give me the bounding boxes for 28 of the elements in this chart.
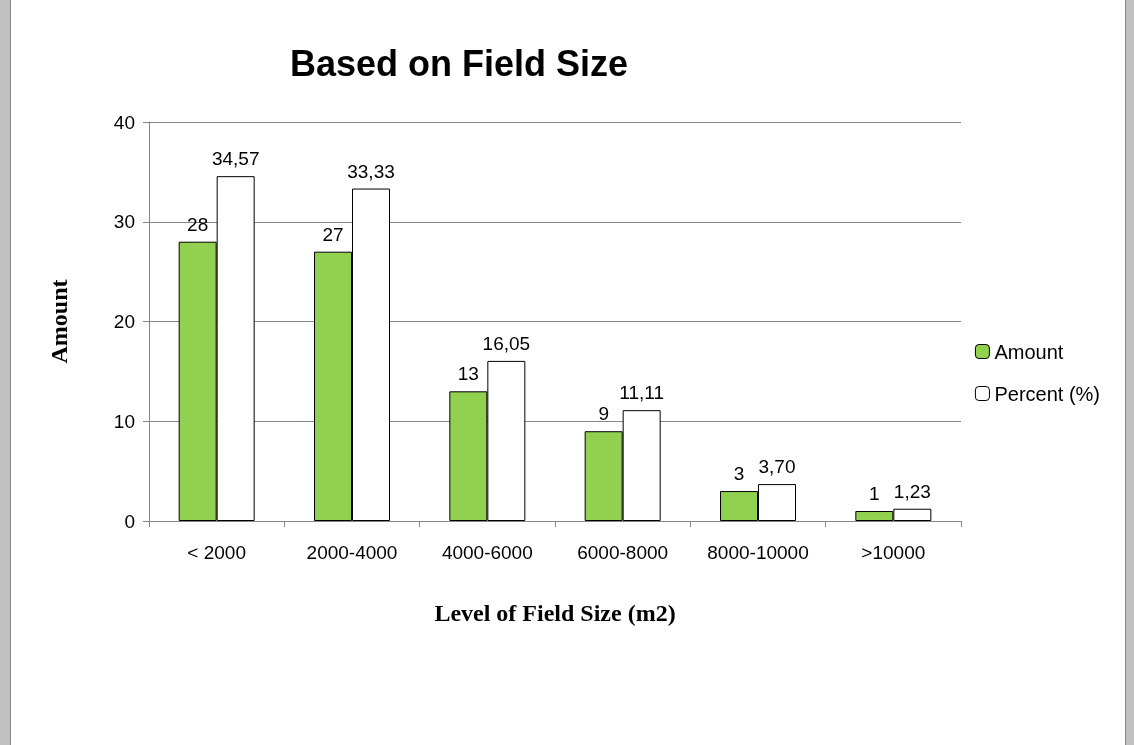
data-label: 1,23 bbox=[893, 480, 931, 502]
y-tick-label: 0 bbox=[124, 510, 135, 532]
y-tick-label: 20 bbox=[113, 311, 135, 332]
x-tick-label: < 2000 bbox=[187, 542, 246, 563]
data-label: 11,11 bbox=[619, 382, 665, 404]
y-tick-label: 30 bbox=[113, 211, 135, 233]
x-tick-label: 8000-10000 bbox=[707, 542, 809, 563]
data-label: 27 bbox=[322, 223, 344, 245]
data-label: 9 bbox=[598, 403, 609, 425]
data-label: 28 bbox=[187, 213, 209, 235]
data-label: 33,33 bbox=[347, 160, 395, 182]
chart-title: Based on Field Size bbox=[289, 42, 629, 84]
x-axis-title: Level of Field Size (m2) bbox=[434, 600, 676, 626]
x-tick-label: 6000-8000 bbox=[577, 542, 669, 563]
x-tick-label: >10000 bbox=[861, 542, 926, 563]
y-tick-label: 10 bbox=[113, 410, 135, 432]
legend-label: Amount bbox=[994, 340, 1064, 363]
y-tick-label: 40 bbox=[113, 111, 135, 133]
data-label: 3,70 bbox=[758, 456, 796, 478]
data-label: 3 bbox=[733, 463, 745, 485]
y-axis-title: Amount bbox=[46, 279, 72, 364]
x-tick-label: 4000-6000 bbox=[441, 542, 533, 563]
legend-label: Percent (%) bbox=[994, 382, 1101, 405]
data-label: 34,57 bbox=[211, 148, 260, 170]
data-label: 13 bbox=[457, 363, 479, 385]
data-label: 16,05 bbox=[482, 332, 531, 354]
data-label: 1 bbox=[869, 483, 880, 505]
x-tick-label: 2000-4000 bbox=[306, 542, 398, 563]
